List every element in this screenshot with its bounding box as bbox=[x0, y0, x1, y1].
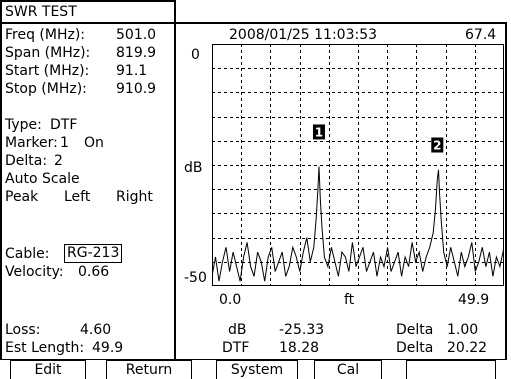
marker-1: 1 bbox=[312, 124, 325, 140]
freq-label: Freq (MHz): bbox=[5, 27, 86, 43]
freq-value: 501.0 bbox=[116, 27, 157, 43]
velocity-value: 0.66 bbox=[78, 264, 110, 280]
peak-label: Peak bbox=[5, 189, 39, 205]
x-axis-start-label: 0.0 bbox=[219, 292, 242, 308]
trace-line bbox=[212, 166, 504, 282]
top-right-value: 67.4 bbox=[465, 27, 497, 43]
est-length-label: Est Length: bbox=[5, 340, 85, 356]
cable-label: Cable: bbox=[5, 246, 50, 262]
marker-2: 2 bbox=[431, 137, 444, 153]
y-axis-unit-label: dB bbox=[184, 160, 203, 176]
loss-label: Loss: bbox=[5, 322, 41, 338]
marker-flag-label: 1 bbox=[315, 125, 323, 139]
readout-delta1-value: 1.00 bbox=[447, 322, 479, 338]
screen-title: SWR TEST bbox=[5, 4, 77, 20]
dtf-plot: 12 bbox=[212, 44, 504, 286]
delta-value: 2 bbox=[54, 153, 63, 169]
softkey-edit[interactable]: Edit bbox=[10, 360, 86, 379]
marker-layer: 12 bbox=[312, 124, 444, 153]
est-length-value: 49.9 bbox=[92, 340, 124, 356]
peak-left-option[interactable]: Left bbox=[64, 189, 91, 205]
delta-label: Delta: bbox=[5, 153, 48, 169]
readout-db-value: -25.33 bbox=[279, 322, 325, 338]
type-label: Type: bbox=[5, 117, 42, 133]
span-label: Span (MHz): bbox=[5, 45, 91, 61]
velocity-label: Velocity: bbox=[5, 264, 64, 280]
timestamp: 2008/01/25 11:03:53 bbox=[229, 27, 378, 43]
x-axis-unit-label: ft bbox=[344, 292, 355, 308]
readout-delta2-value: 20.22 bbox=[447, 340, 488, 356]
y-axis-top-label: 0 bbox=[191, 47, 200, 63]
marker-flag bbox=[312, 124, 325, 140]
stop-label: Stop (MHz): bbox=[5, 81, 87, 97]
x-axis-end-label: 49.9 bbox=[458, 292, 490, 308]
marker-flag bbox=[431, 137, 444, 153]
loss-value: 4.60 bbox=[80, 322, 112, 338]
auto-scale-option[interactable]: Auto Scale bbox=[5, 171, 80, 187]
graph-divider bbox=[174, 22, 176, 361]
start-label: Start (MHz): bbox=[5, 63, 90, 79]
marker-state: On bbox=[84, 135, 104, 151]
plot-grid bbox=[212, 44, 504, 286]
marker-label: Marker: bbox=[5, 135, 58, 151]
softkey-blank[interactable] bbox=[406, 360, 496, 379]
readout-dtf-label: DTF bbox=[222, 340, 250, 356]
peak-right-option[interactable]: Right bbox=[116, 189, 153, 205]
readout-db-label: dB bbox=[228, 322, 247, 338]
marker-flag-label: 2 bbox=[433, 139, 441, 153]
span-value: 819.9 bbox=[116, 45, 157, 61]
start-value: 91.1 bbox=[116, 63, 148, 79]
marker-value: 1 bbox=[60, 135, 69, 151]
y-axis-bottom-label: -50 bbox=[184, 270, 207, 286]
title-bar bbox=[0, 0, 176, 24]
stop-value: 910.9 bbox=[116, 81, 157, 97]
softkey-system[interactable]: System bbox=[216, 360, 298, 379]
softkey-return[interactable]: Return bbox=[106, 360, 192, 379]
readout-delta1-label: Delta bbox=[396, 322, 434, 338]
type-value: DTF bbox=[50, 117, 78, 133]
readout-dtf-value: 18.28 bbox=[279, 340, 320, 356]
readout-delta2-label: Delta bbox=[396, 340, 434, 356]
cable-value[interactable]: RG-213 bbox=[64, 244, 123, 263]
softkey-cal[interactable]: Cal bbox=[314, 360, 382, 379]
